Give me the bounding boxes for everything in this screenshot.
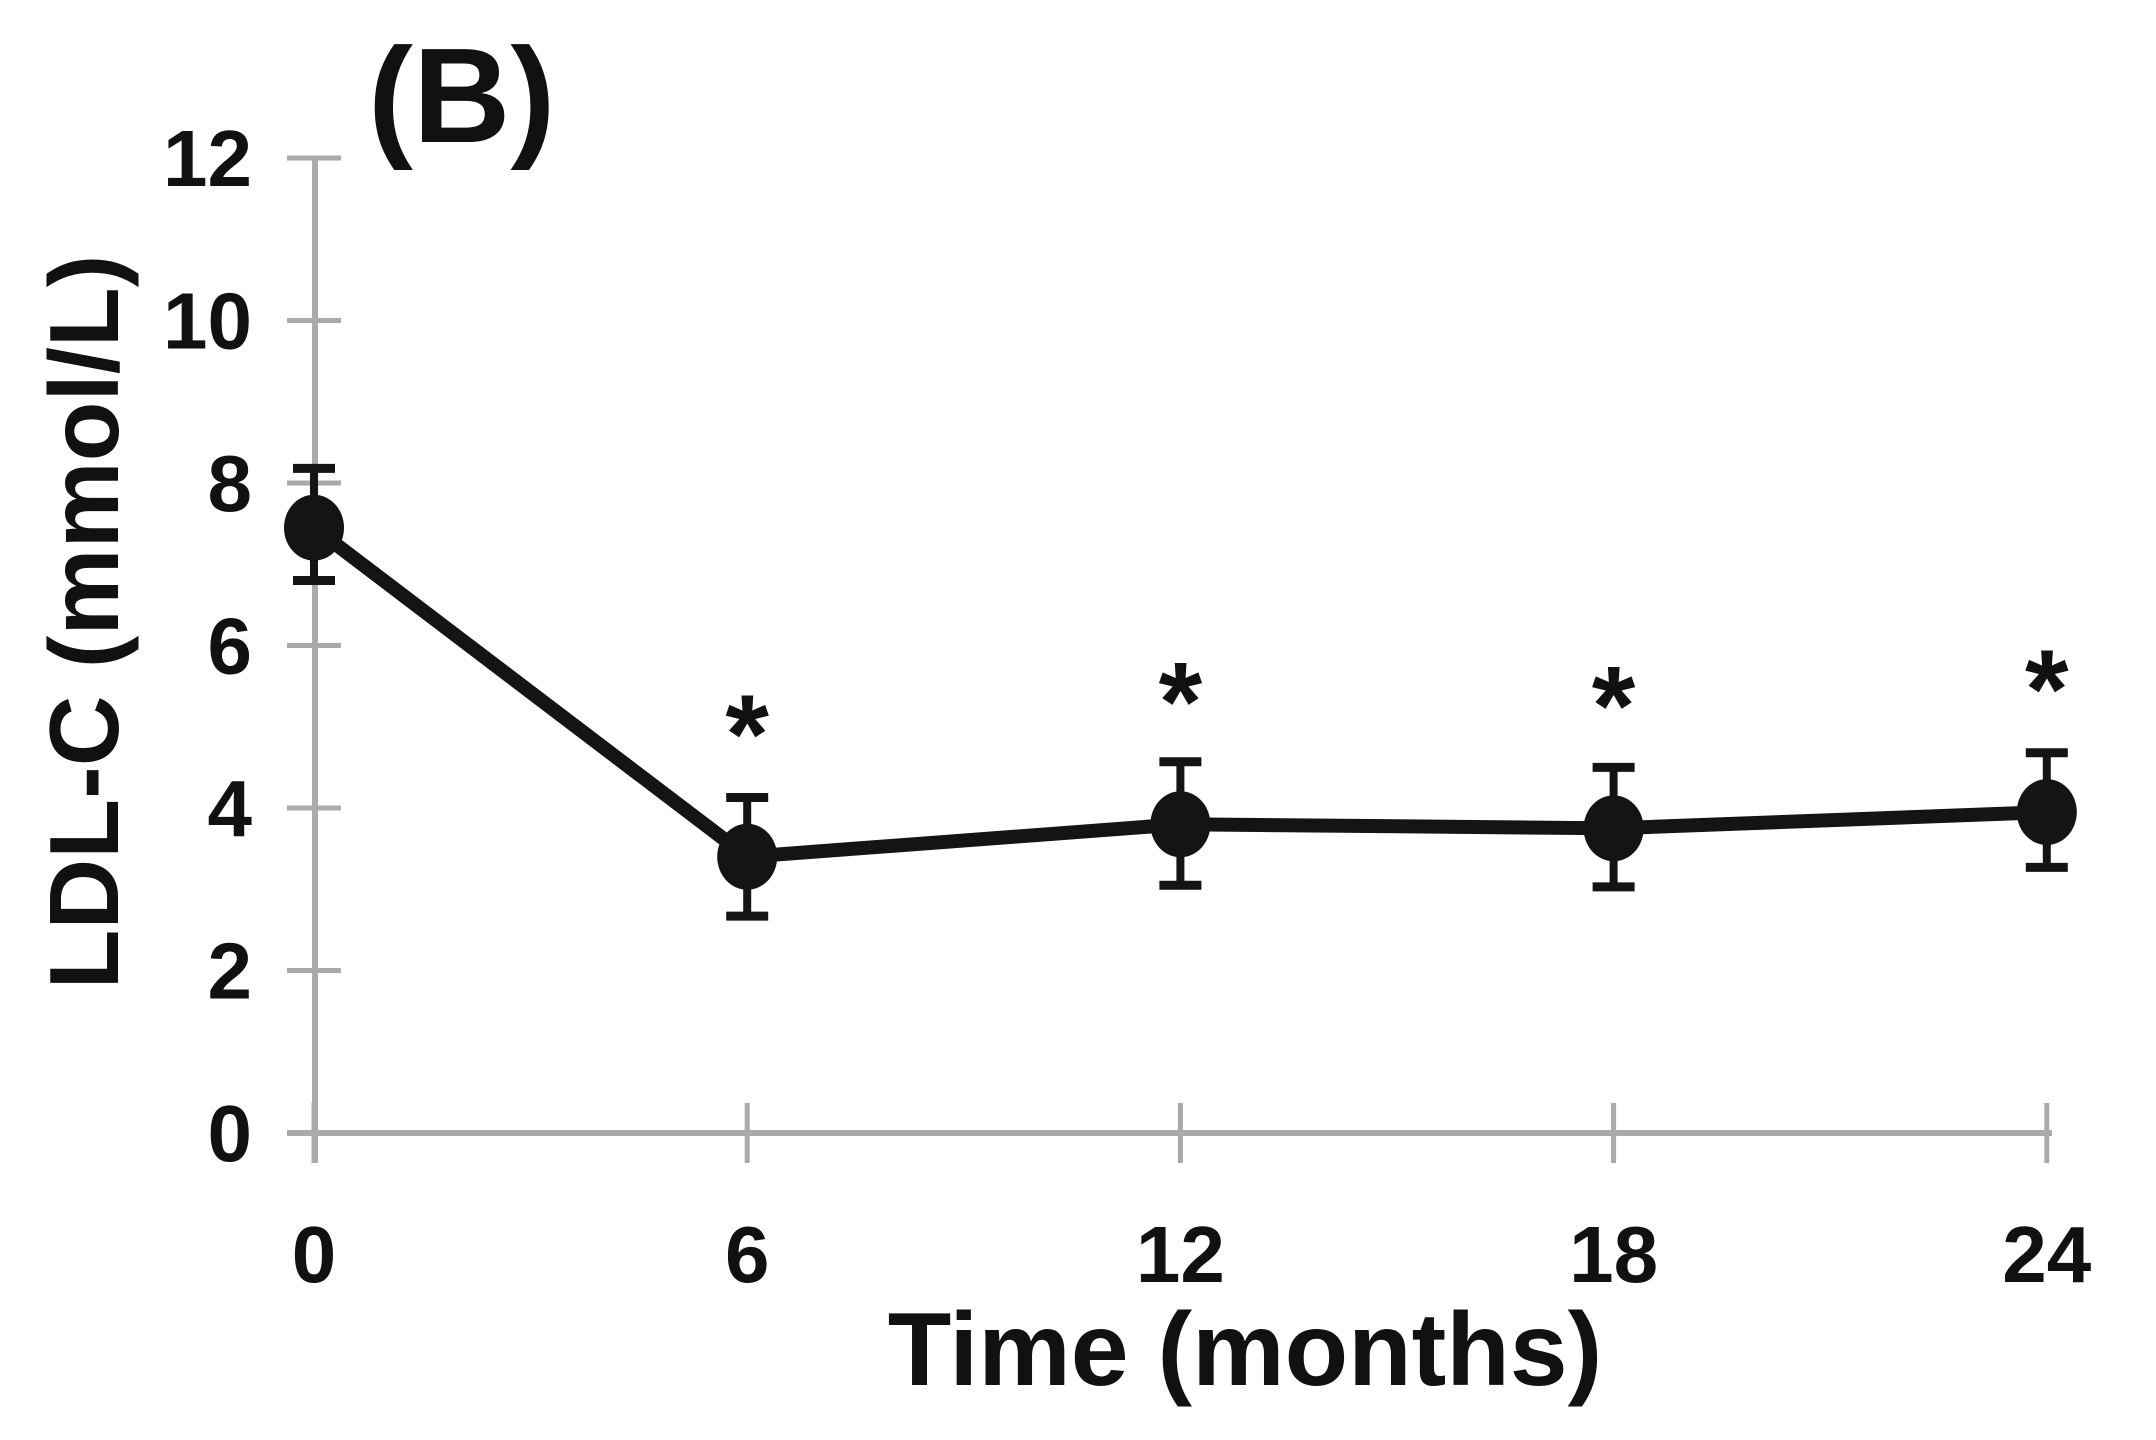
x-tick-label: 18 bbox=[1569, 1210, 1658, 1299]
y-tick-label: 8 bbox=[208, 439, 253, 528]
x-tick-label: 24 bbox=[2002, 1210, 2091, 1299]
x-tick-label: 12 bbox=[1136, 1210, 1225, 1299]
data-point bbox=[1150, 791, 1211, 858]
x-tick-label: 0 bbox=[292, 1210, 337, 1299]
x-axis-title: Time (months) bbox=[888, 1292, 1603, 1408]
data-point bbox=[284, 494, 344, 561]
data-point bbox=[717, 823, 778, 890]
y-tick-label: 0 bbox=[208, 1089, 253, 1178]
y-tick-label: 12 bbox=[163, 114, 252, 203]
data-point bbox=[1583, 795, 1644, 862]
y-tick-label: 10 bbox=[163, 277, 252, 366]
significance-asterisk: * bbox=[1592, 643, 1636, 768]
x-tick-label: 6 bbox=[725, 1210, 770, 1299]
significance-asterisk: * bbox=[2025, 627, 2069, 752]
y-tick-label: 2 bbox=[208, 927, 253, 1016]
y-tick-label: 4 bbox=[208, 764, 253, 853]
significance-asterisk: * bbox=[725, 672, 769, 797]
y-tick-label: 6 bbox=[208, 602, 253, 691]
panel-title: (B) bbox=[368, 20, 555, 171]
significance-asterisk: * bbox=[1159, 639, 1203, 764]
y-axis-title: LDL-C (mmol/L) bbox=[29, 255, 139, 990]
data-point bbox=[2016, 779, 2077, 846]
